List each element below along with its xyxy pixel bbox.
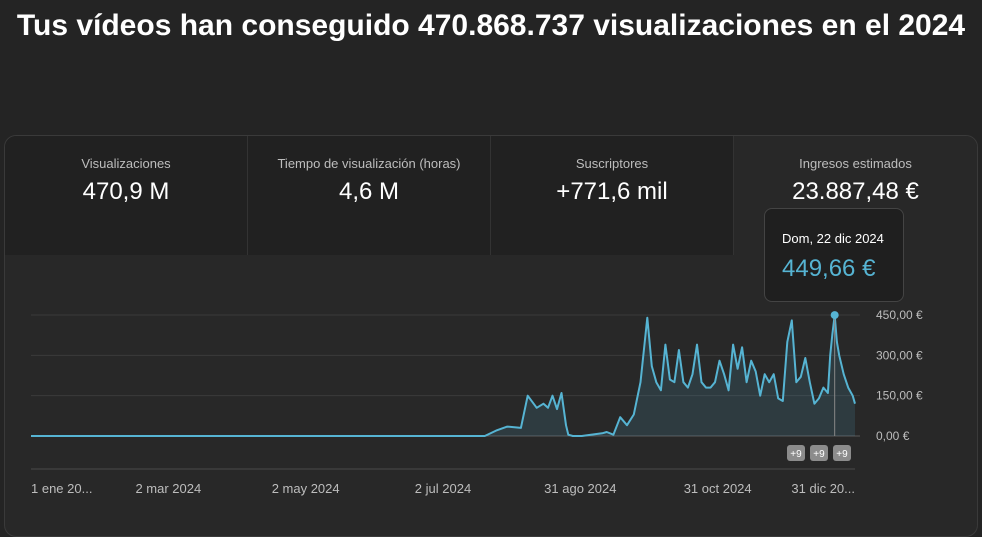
annotation-badge xyxy=(787,445,805,461)
x-tick-label: 31 oct 2024 xyxy=(684,481,752,496)
x-tick-label: 2 may 2024 xyxy=(272,481,340,496)
metric-subscribers[interactable]: Suscriptores +771,6 mil xyxy=(491,136,734,255)
metrics-row: Visualizaciones 470,9 M Tiempo de visual… xyxy=(5,136,977,255)
metric-value: +771,6 mil xyxy=(556,178,668,205)
annotation-badge xyxy=(833,445,851,461)
x-tick-label: 2 jul 2024 xyxy=(415,481,471,496)
tooltip-value: 449,66 € xyxy=(782,255,876,282)
metric-label: Suscriptores xyxy=(575,156,649,171)
y-tick-label: 300,00 € xyxy=(876,348,923,362)
tooltip-date: Dom, 22 dic 2024 xyxy=(782,231,884,246)
page-title: Tus vídeos han conseguido 470.868.737 vi… xyxy=(16,9,966,42)
chart-tooltip: Dom, 22 dic 2024 449,66 € xyxy=(764,208,904,302)
x-tick-label: 1 ene 20... xyxy=(31,481,92,496)
metric-value: 4,6 M xyxy=(338,178,400,205)
annotation-badge xyxy=(810,445,828,461)
metric-value: 23.887,48 € xyxy=(792,178,919,205)
x-tick-label: 31 ago 2024 xyxy=(544,481,616,496)
series-line xyxy=(31,314,856,437)
metric-label: Ingresos estimados xyxy=(799,156,912,171)
x-tick-label: 2 mar 2024 xyxy=(135,481,201,496)
annotation-badge-label: +9 xyxy=(790,449,802,460)
hover-point xyxy=(830,311,839,320)
y-tick-label: 450,00 € xyxy=(876,308,923,322)
analytics-card: Visualizaciones 470,9 M Tiempo de visual… xyxy=(4,135,978,537)
metric-value: 470,9 M xyxy=(82,178,170,205)
metric-watch-time[interactable]: Tiempo de visualización (horas) 4,6 M xyxy=(248,136,491,255)
y-tick-label: 0,00 € xyxy=(876,429,910,443)
annotation-badge-label: +9 xyxy=(836,449,848,460)
metric-label: Visualizaciones xyxy=(81,156,171,171)
metric-label: Tiempo de visualización (horas) xyxy=(277,156,461,171)
series-area xyxy=(31,315,855,436)
annotation-badge-label: +9 xyxy=(813,449,825,460)
metric-views[interactable]: Visualizaciones 470,9 M xyxy=(5,136,248,255)
revenue-chart[interactable]: 0,00 € 150,00 € 300,00 € 450,00 € 1 ene 20..… xyxy=(0,0,982,518)
x-tick-label: 31 dic 20... xyxy=(791,481,855,496)
y-tick-label: 150,00 € xyxy=(876,389,923,403)
